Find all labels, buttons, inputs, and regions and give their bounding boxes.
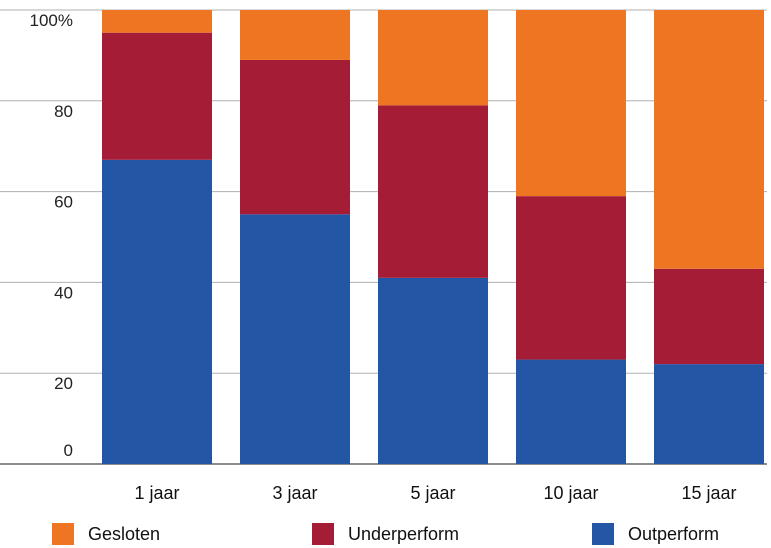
bar-segment-outperform-1-jaar [102,159,212,464]
bar-stacks [102,10,764,464]
x-category-label: 1 jaar [134,483,179,503]
x-category-label: 5 jaar [410,483,455,503]
y-tick-label: 20 [54,374,73,393]
legend-item-outperform: Outperform [592,521,719,547]
bar-segment-gesloten-3-jaar [240,10,350,60]
bar-segment-outperform-10-jaar [516,359,626,464]
bar-segment-underperform-10-jaar [516,196,626,360]
bar-segment-underperform-3-jaar [240,59,350,215]
bar-segment-gesloten-1-jaar [102,10,212,33]
bar-segment-underperform-1-jaar [102,32,212,160]
bar-segment-gesloten-15-jaar [654,10,764,269]
bar-segment-gesloten-5-jaar [378,10,488,106]
x-category-label: 10 jaar [543,483,598,503]
legend-label-gesloten: Gesloten [88,523,161,544]
legend-label-outperform: Outperform [628,523,720,544]
y-axis-ticks: 0 20 40 60 80 100% [30,11,73,460]
bar-segment-outperform-3-jaar [240,214,350,464]
legend-item-underperform: Underperform [312,521,459,547]
bar-segment-underperform-15-jaar [654,268,764,365]
y-tick-label: 40 [54,283,73,302]
y-tick-label: 0 [64,441,73,460]
y-tick-label: 80 [54,102,73,121]
x-axis-categories: 1 jaar 3 jaar 5 jaar 10 jaar 15 jaar [134,483,736,503]
legend-swatch-gesloten [52,523,74,545]
bar-segment-gesloten-10-jaar [516,10,626,197]
bar-segment-underperform-5-jaar [378,105,488,278]
bar-segment-outperform-15-jaar [654,364,764,464]
bar-segment-outperform-5-jaar [378,277,488,464]
y-tick-label: 60 [54,193,73,212]
legend-label-underperform: Underperform [348,523,460,544]
y-tick-label: 100% [30,11,73,30]
legend-item-gesloten: Gesloten [52,521,160,547]
legend-swatch-underperform [312,523,334,545]
x-category-label: 3 jaar [272,483,317,503]
legend-swatch-outperform [592,523,614,545]
x-category-label: 15 jaar [681,483,736,503]
